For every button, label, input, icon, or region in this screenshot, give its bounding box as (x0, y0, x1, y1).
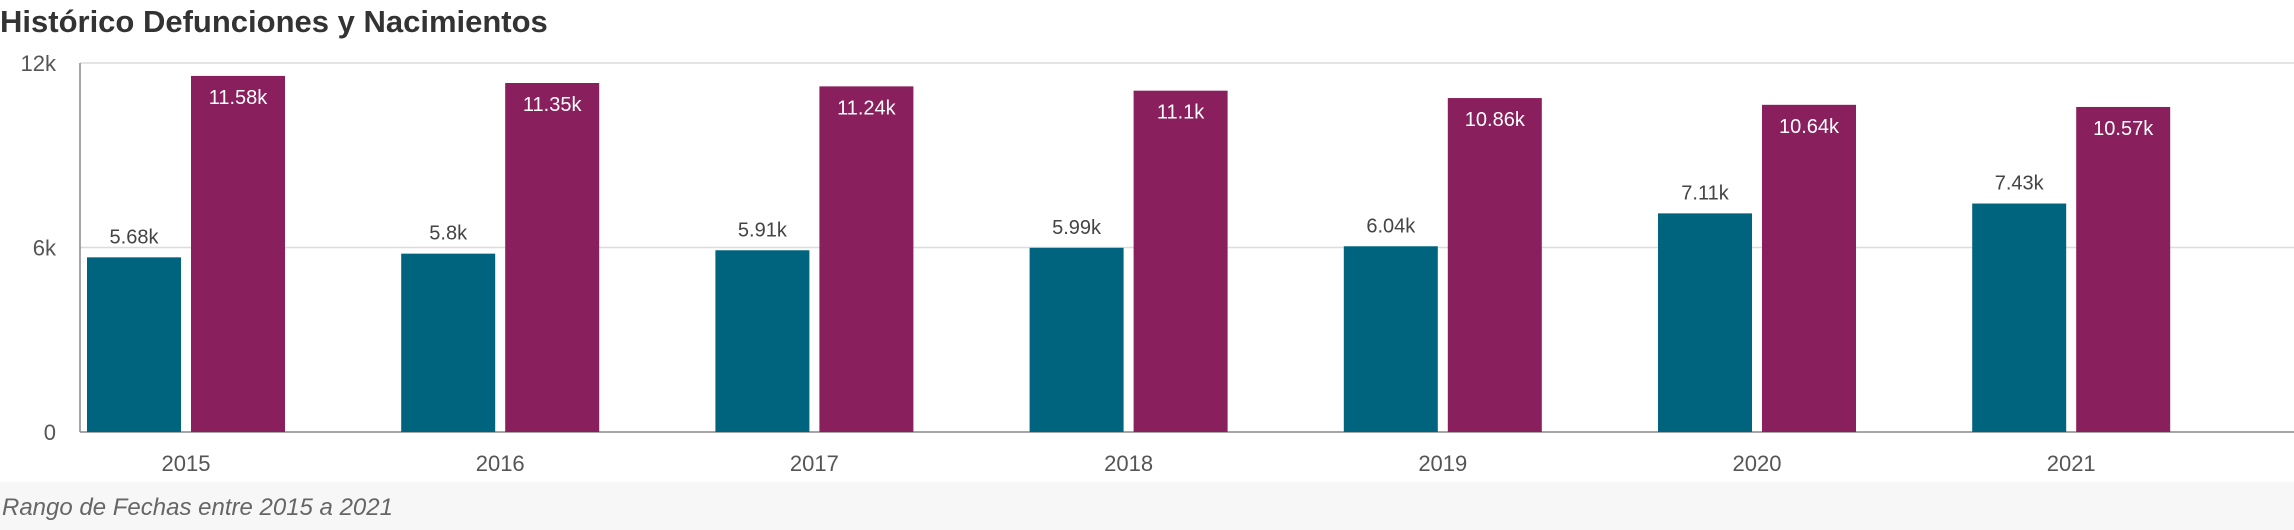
bar-nacimientos (191, 75, 285, 432)
data-label-defunciones: 5.68k (110, 226, 160, 248)
data-label-nacimientos: 11.35k (523, 94, 583, 116)
bar-defunciones (87, 257, 181, 432)
bar-nacimientos (819, 86, 914, 432)
data-label-defunciones: 5.99k (1052, 217, 1102, 239)
bar-defunciones (1029, 247, 1124, 432)
data-label-nacimientos: 11.1k (1157, 102, 1205, 124)
data-label-defunciones: 7.11k (1681, 182, 1729, 204)
bar-defunciones (401, 253, 496, 432)
bar-chart: 0 6k 12k 5.68k 11.58k 2015 5.8k 11.35k 2016 5.91k… (21, 51, 2294, 476)
x-tick-label: 2017 (790, 451, 839, 476)
y-tick-label: 0 (44, 420, 56, 445)
data-label-nacimientos: 11.24k (837, 97, 897, 119)
bar-nacimientos (1762, 104, 1856, 432)
bar-nacimientos (1133, 90, 1228, 433)
bar-nacimientos (1447, 98, 1542, 433)
x-tick-label: 2018 (1104, 451, 1153, 476)
x-tick-label: 2016 (476, 451, 525, 476)
bar-nacimientos (505, 82, 600, 433)
x-tick-label: 2020 (1733, 451, 1782, 476)
footer-bar: Rango de Fechas entre 2015 a 2021 (0, 482, 2294, 530)
data-label-defunciones: 5.91k (738, 219, 788, 241)
data-label-nacimientos: 11.58k (209, 87, 269, 109)
bar-defunciones (715, 250, 810, 432)
x-tick-label: 2021 (2047, 451, 2096, 476)
bar-defunciones (1343, 246, 1438, 432)
data-label-defunciones: 5.8k (429, 223, 468, 245)
bar-defunciones (1972, 203, 2067, 432)
y-tick-label: 6k (33, 236, 57, 261)
x-tick-label: 2019 (1418, 451, 1467, 476)
data-label-nacimientos: 10.57k (2093, 118, 2154, 140)
data-label-defunciones: 7.43k (1995, 173, 2045, 195)
data-label-nacimientos: 10.64k (1779, 116, 1840, 138)
y-tick-label: 12k (21, 51, 57, 76)
data-label-defunciones: 6.04k (1366, 215, 1416, 237)
bar-defunciones (1658, 213, 1752, 432)
x-tick-label: 2015 (162, 451, 211, 476)
bar-nacimientos (2076, 106, 2171, 432)
data-label-nacimientos: 10.86k (1465, 109, 1526, 131)
date-range-note: Rango de Fechas entre 2015 a 2021 (2, 494, 393, 521)
chart-title: Histórico Defunciones y Nacimientos (0, 4, 548, 39)
